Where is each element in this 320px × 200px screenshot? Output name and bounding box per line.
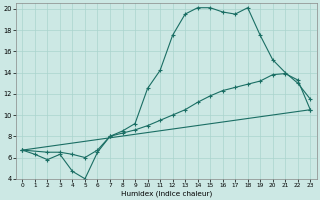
- X-axis label: Humidex (Indice chaleur): Humidex (Indice chaleur): [121, 190, 212, 197]
